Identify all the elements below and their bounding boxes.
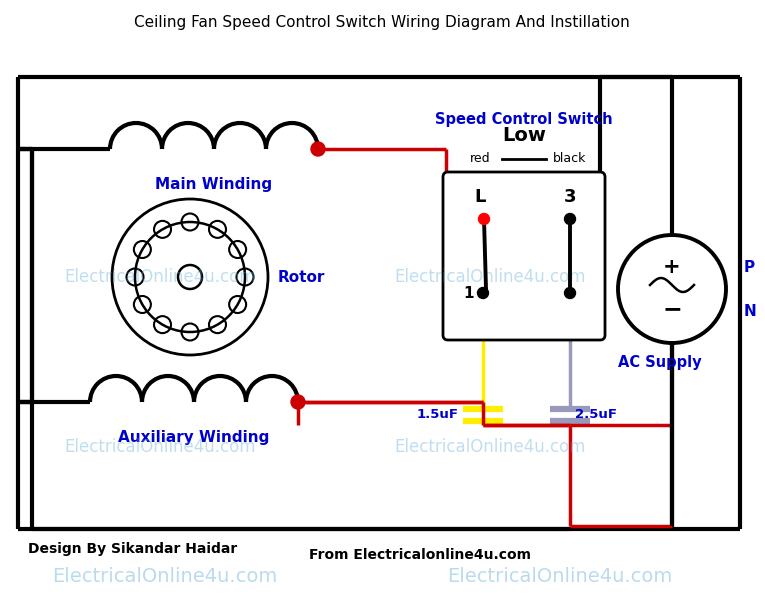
Text: AC Supply: AC Supply [618,355,702,370]
Circle shape [477,288,489,298]
Text: Low: Low [502,126,546,145]
Text: red: red [470,152,490,165]
Text: ElectricalOnline4u.com: ElectricalOnline4u.com [448,568,672,586]
Text: −: − [662,297,682,321]
Text: N: N [744,303,757,319]
Text: ElectricalOnline4u.com: ElectricalOnline4u.com [394,268,586,286]
Text: 1: 1 [464,285,474,300]
Text: L: L [474,188,486,206]
Text: black: black [553,152,587,165]
Text: ElectricalOnline4u.com: ElectricalOnline4u.com [64,268,256,286]
Text: Ceiling Fan Speed Control Switch Wiring Diagram And Instillation: Ceiling Fan Speed Control Switch Wiring … [134,15,630,30]
Circle shape [291,395,305,409]
Text: Rotor: Rotor [278,269,325,285]
Text: ElectricalOnline4u.com: ElectricalOnline4u.com [64,438,256,456]
Text: ElectricalOnline4u.com: ElectricalOnline4u.com [52,568,278,586]
Text: 2.5uF: 2.5uF [575,408,617,421]
Circle shape [565,214,575,224]
Text: Design By Sikandar Haidar: Design By Sikandar Haidar [28,542,237,556]
Circle shape [311,142,325,156]
Text: Main Winding: Main Winding [155,177,272,192]
FancyBboxPatch shape [443,172,605,340]
Text: 3: 3 [564,188,576,206]
Text: Auxiliary Winding: Auxiliary Winding [119,430,270,445]
Circle shape [478,214,490,224]
Circle shape [565,288,575,298]
Text: ElectricalOnline4u.com: ElectricalOnline4u.com [394,438,586,456]
Text: P: P [744,260,755,275]
Text: From Electricalonline4u.com: From Electricalonline4u.com [309,548,531,562]
Text: +: + [663,257,681,277]
Text: 1.5uF: 1.5uF [417,408,459,421]
Text: Speed Control Switch: Speed Control Switch [435,112,613,127]
